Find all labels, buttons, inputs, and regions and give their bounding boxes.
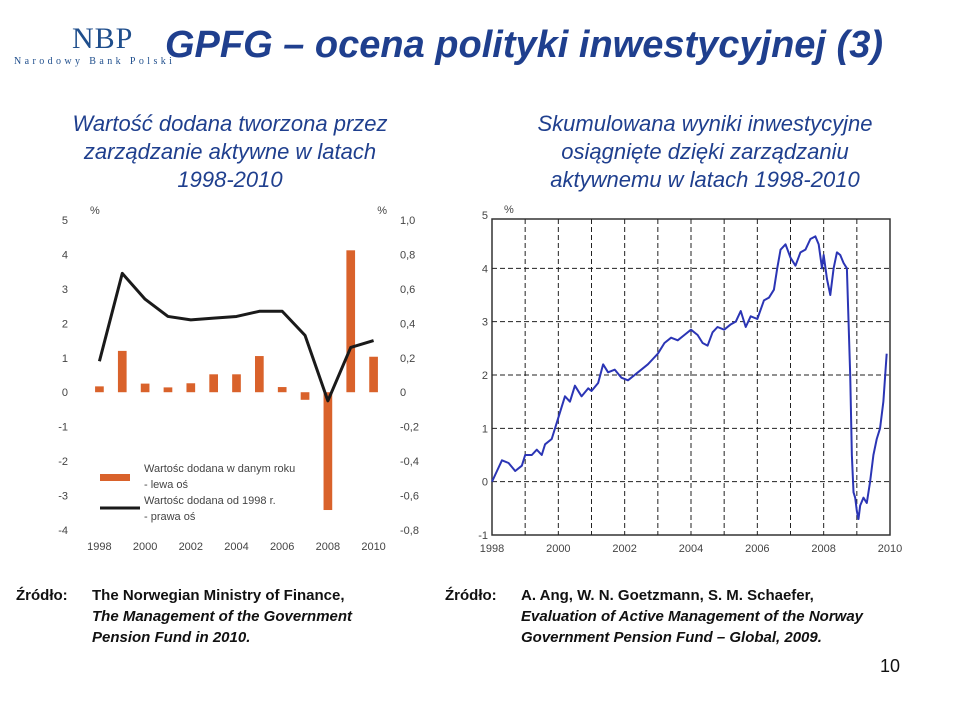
- x-tick-label: 2006: [270, 541, 294, 553]
- x-tick-label: 1998: [87, 541, 111, 553]
- source-line: A. Ang, W. N. Goetzmann, S. M. Schaefer,: [521, 587, 814, 604]
- right-heading-line: Skumulowana wyniki inwestycyjne: [537, 111, 873, 136]
- left-chart-heading: Wartość dodana tworzona przez zarządzani…: [20, 110, 440, 194]
- left-tick-label: 1: [62, 353, 68, 365]
- right-tick-label: 0: [400, 387, 406, 399]
- y-tick-label: 5: [482, 210, 488, 222]
- source-line: The Management of the Government: [92, 608, 353, 625]
- bar-2001: [163, 387, 173, 393]
- source-text: A. Ang, W. N. Goetzmann, S. M. Schaefer,…: [521, 585, 863, 648]
- bar-2002: [186, 383, 196, 393]
- bar-2010: [369, 356, 378, 393]
- bar-2005: [255, 356, 264, 393]
- right-heading-line: osiągnięte dzięki zarządzaniu: [561, 139, 849, 164]
- right-tick-label: 0,4: [400, 318, 415, 330]
- right-tick-label: 0,2: [400, 353, 415, 365]
- right-axis-unit: %: [377, 205, 387, 217]
- x-tick-label: 2006: [745, 543, 769, 555]
- x-tick-label: 2000: [546, 543, 570, 555]
- source-line: Government Pension Fund – Global, 2009.: [521, 629, 822, 646]
- bar-2003: [209, 374, 218, 393]
- source-text: The Norwegian Ministry of Finance, The M…: [92, 585, 352, 648]
- legend-line-label: Wartośc dodana od 1998 r.: [144, 495, 276, 507]
- legend-bar-swatch: [100, 474, 130, 481]
- legend-bar-label: Wartośc dodana w danym roku: [144, 463, 295, 475]
- right-tick-label: -0,2: [400, 422, 419, 434]
- x-tick-label: 2000: [133, 541, 157, 553]
- bar-2008: [323, 392, 333, 511]
- x-tick-label: 2010: [361, 541, 385, 553]
- page-number: 10: [879, 656, 901, 676]
- right-tick-label: -0,8: [400, 525, 419, 537]
- logo-abbrev: NBP: [72, 22, 134, 55]
- source-line: The Norwegian Ministry of Finance,: [92, 587, 345, 604]
- y-axis-unit: %: [504, 204, 514, 216]
- x-tick-label: 2004: [224, 541, 248, 553]
- x-tick-label: 2010: [878, 543, 902, 555]
- left-tick-label: 3: [62, 284, 68, 296]
- left-tick-label: -4: [58, 525, 68, 537]
- y-tick-label: 2: [482, 370, 488, 382]
- right-tick-label: -0,4: [400, 456, 419, 468]
- bar-2006: [277, 387, 287, 393]
- slide-title: GPFG – ocena polityki inwestycyjnej (3): [165, 24, 883, 66]
- left-tick-label: 5: [62, 215, 68, 227]
- x-tick-label: 2002: [179, 541, 203, 553]
- bar-2004: [232, 374, 241, 393]
- left-tick-label: 0: [62, 387, 68, 399]
- cumulative-return-line: [491, 235, 888, 520]
- y-tick-label: 4: [482, 263, 488, 275]
- x-tick-label: 1998: [480, 543, 504, 555]
- y-tick-label: 0: [482, 477, 488, 489]
- left-axis-unit: %: [90, 205, 100, 217]
- x-tick-label: 2002: [612, 543, 636, 555]
- source-label: Źródło:: [16, 587, 68, 604]
- source-label: Źródło:: [445, 587, 497, 604]
- left-heading-line: zarządzanie aktywne w latach: [83, 139, 377, 164]
- left-tick-label: -2: [58, 456, 68, 468]
- left-tick-label: 4: [62, 249, 68, 261]
- left-tick-label: -3: [58, 491, 68, 503]
- nbp-logo: NBP Narodowy Bank Polski: [10, 20, 180, 70]
- x-tick-label: 2008: [811, 543, 835, 555]
- right-tick-label: -0,6: [400, 491, 419, 503]
- x-tick-label: 2004: [679, 543, 703, 555]
- left-heading-line: 1998-2010: [177, 167, 283, 192]
- value-added-chart: % 5 4 3 2 1 0 -1 -2 -3 -4% 1,0 0,8 0,6 0,4 0,2 0 -0,2 -0,4…: [58, 205, 419, 553]
- bar-2009: [346, 250, 356, 393]
- left-heading-line: Wartość dodana tworzona przez: [72, 111, 388, 136]
- legend-bar-axis-note: - lewa oś: [144, 479, 189, 491]
- bar-2000: [140, 383, 150, 393]
- right-tick-label: 0,6: [400, 284, 415, 296]
- right-tick-label: 0,8: [400, 249, 415, 261]
- source-line: Evaluation of Active Management of the N…: [521, 608, 864, 625]
- left-tick-label: 2: [62, 318, 68, 330]
- y-tick-label: 3: [482, 317, 488, 329]
- legend-line-axis-note: - prawa oś: [144, 511, 196, 523]
- cumulative-value-added-line: [97, 271, 375, 403]
- bar-2007: [300, 392, 310, 400]
- left-tick-label: -1: [58, 422, 68, 434]
- logo-full-name: Narodowy Bank Polski: [14, 56, 176, 67]
- x-tick-label: 2008: [316, 541, 340, 553]
- bar-1999: [117, 350, 127, 393]
- right-heading-line: aktywnemu w latach 1998-2010: [550, 167, 860, 192]
- y-tick-label: -1: [478, 530, 488, 542]
- source-line: Pension Fund in 2010.: [92, 629, 251, 646]
- bar-1998: [95, 386, 104, 393]
- y-tick-label: 1: [482, 423, 488, 435]
- right-chart-heading: Skumulowana wyniki inwestycyjne osiągnię…: [470, 110, 940, 194]
- right-tick-label: 1,0: [400, 215, 415, 227]
